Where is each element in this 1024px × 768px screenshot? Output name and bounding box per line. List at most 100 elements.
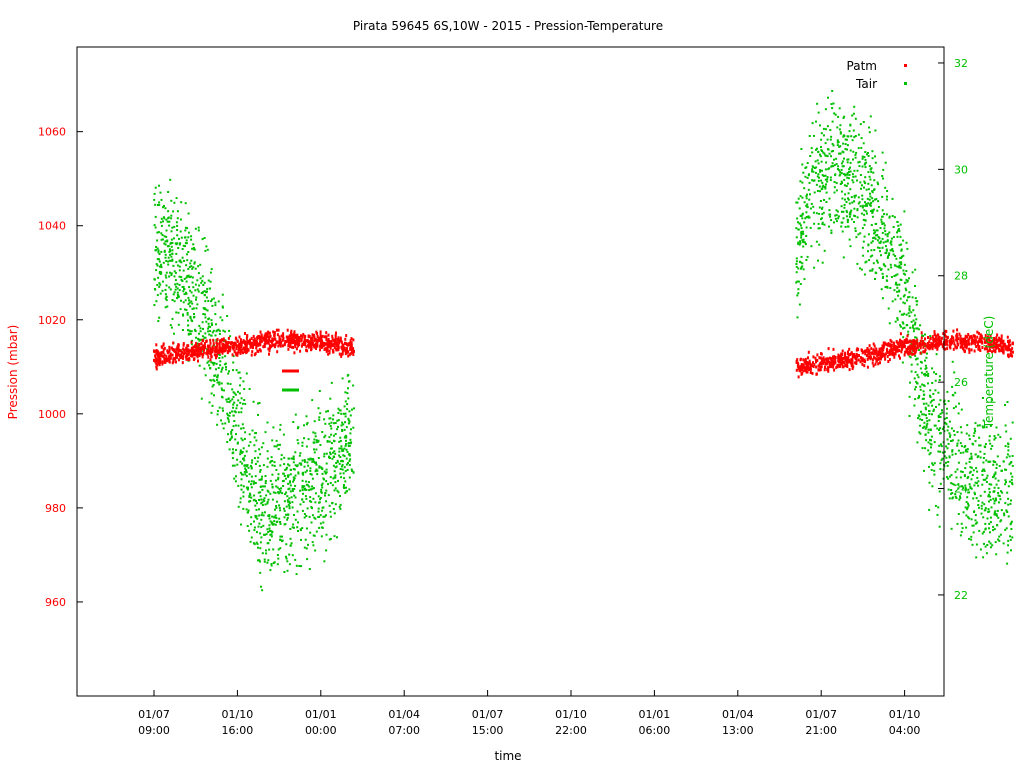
tair-point xyxy=(243,464,246,467)
tair-point xyxy=(301,485,304,487)
patm-point xyxy=(325,342,328,346)
tair-point xyxy=(982,461,985,464)
patm-point xyxy=(923,350,926,354)
tair-point xyxy=(329,482,332,484)
tair-point xyxy=(928,481,931,484)
tair-point xyxy=(862,142,865,145)
tair-point xyxy=(946,447,949,450)
tair-point xyxy=(243,459,246,462)
tair-point xyxy=(810,147,813,150)
tair-point xyxy=(279,522,282,525)
tair-point xyxy=(879,227,882,229)
tair-point xyxy=(348,476,351,479)
tair-point xyxy=(982,457,985,459)
tair-point xyxy=(288,563,291,566)
tair-point xyxy=(808,181,811,184)
tair-point xyxy=(332,455,335,458)
tair-point xyxy=(280,458,283,461)
tair-point xyxy=(1011,483,1014,486)
tair-point xyxy=(826,176,829,179)
tair-point xyxy=(815,212,818,215)
tair-point xyxy=(198,338,201,341)
tair-point xyxy=(817,111,820,114)
tair-point xyxy=(197,345,199,348)
patm-point xyxy=(199,349,202,353)
tair-point xyxy=(192,247,195,249)
tair-point xyxy=(905,278,908,281)
tair-point xyxy=(244,473,247,476)
patm-point xyxy=(319,333,322,337)
tair-point xyxy=(335,465,338,468)
tair-point xyxy=(264,482,267,485)
tair-point xyxy=(254,481,257,484)
tair-point xyxy=(179,259,182,262)
patm-point xyxy=(177,353,179,357)
tair-point xyxy=(267,542,270,545)
patm-point xyxy=(179,354,182,358)
tair-point xyxy=(972,434,975,437)
tair-point xyxy=(961,471,964,473)
tair-point xyxy=(286,474,289,477)
patm-point xyxy=(289,335,292,339)
tair-point xyxy=(864,219,867,222)
tair-point xyxy=(266,421,269,424)
tair-point xyxy=(830,103,833,106)
tair-point xyxy=(231,388,234,391)
tair-point xyxy=(874,231,877,234)
tair-point xyxy=(939,427,942,430)
tair-point xyxy=(234,480,237,483)
tair-point xyxy=(265,549,267,552)
patm-point xyxy=(979,340,982,344)
patm-point xyxy=(799,358,802,362)
tair-point xyxy=(947,400,950,403)
tair-point xyxy=(159,191,162,194)
tair-point xyxy=(856,216,859,219)
patm-point xyxy=(258,342,261,345)
tair-point xyxy=(344,444,347,447)
patm-point xyxy=(162,350,165,354)
tair-point xyxy=(345,439,347,442)
tair-point xyxy=(846,135,849,138)
patm-point xyxy=(238,344,241,348)
tair-point xyxy=(347,419,350,422)
tair-point xyxy=(863,186,865,189)
tair-point xyxy=(824,128,827,131)
tair-point xyxy=(1010,549,1012,552)
tair-point xyxy=(185,292,188,295)
patm-point xyxy=(202,351,205,355)
tair-point xyxy=(819,200,822,202)
tair-point xyxy=(163,242,166,245)
tair-point xyxy=(811,151,814,154)
tair-point xyxy=(925,426,928,429)
tair-point xyxy=(914,268,917,271)
tair-point xyxy=(959,497,962,499)
patm-point xyxy=(870,351,873,355)
tair-point xyxy=(811,122,814,125)
tair-point xyxy=(274,514,277,517)
tair-point xyxy=(871,190,874,193)
tair-point xyxy=(328,455,331,458)
tair-point xyxy=(868,198,871,201)
tair-point xyxy=(275,517,278,519)
patm-point xyxy=(175,347,178,351)
patm-point xyxy=(851,363,854,366)
patm-point xyxy=(809,371,812,374)
tair-point xyxy=(199,277,202,280)
tair-point xyxy=(918,394,921,397)
tair-point xyxy=(210,300,213,303)
tair-point xyxy=(250,516,253,519)
tair-point xyxy=(323,470,326,473)
tair-point xyxy=(299,529,302,532)
tair-point xyxy=(969,470,972,473)
tair-point xyxy=(831,142,834,145)
tair-point xyxy=(307,458,310,461)
tair-point xyxy=(294,474,297,477)
patm-point xyxy=(909,351,911,355)
x-tick-time: 00:00 xyxy=(305,724,337,737)
tair-point xyxy=(255,508,258,511)
tair-point xyxy=(1006,562,1009,565)
patm-point xyxy=(839,354,842,358)
tair-point xyxy=(307,543,309,546)
patm-point xyxy=(1002,347,1005,351)
tair-point xyxy=(894,298,897,301)
